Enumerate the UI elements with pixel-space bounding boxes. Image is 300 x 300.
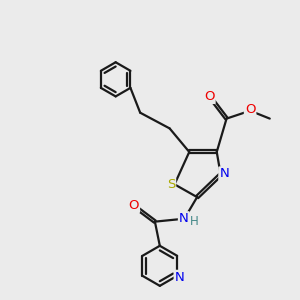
Text: N: N xyxy=(175,271,184,284)
Text: N: N xyxy=(219,167,229,180)
Text: H: H xyxy=(189,214,198,228)
Text: N: N xyxy=(179,212,189,225)
Text: O: O xyxy=(245,103,255,116)
Text: O: O xyxy=(204,90,214,103)
Text: S: S xyxy=(167,178,175,191)
Text: O: O xyxy=(129,199,139,212)
